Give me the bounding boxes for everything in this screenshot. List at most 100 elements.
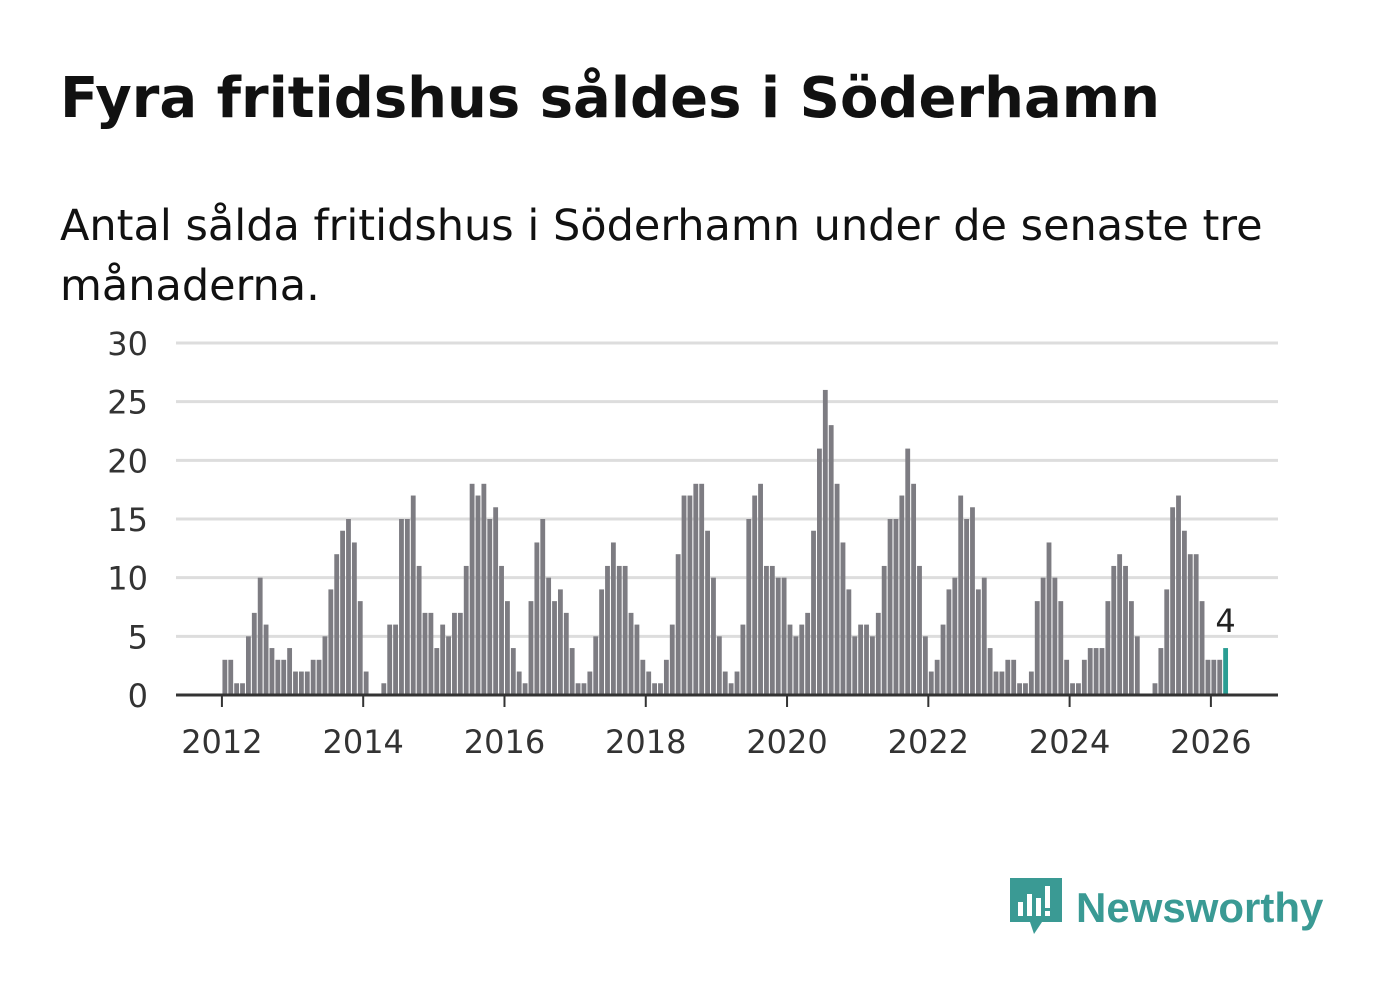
bar	[828, 425, 834, 695]
bar	[987, 648, 993, 695]
bar	[363, 671, 369, 695]
bar	[899, 495, 905, 695]
bar	[1034, 601, 1040, 695]
bar	[628, 612, 634, 695]
bar	[687, 495, 693, 695]
bar	[675, 554, 681, 695]
bar	[1099, 648, 1105, 695]
bar	[587, 671, 593, 695]
bar	[1158, 648, 1164, 695]
bar	[346, 519, 351, 695]
y-tick-label: 0	[128, 677, 148, 715]
bar	[663, 659, 669, 695]
bar	[1011, 659, 1017, 695]
bar	[1105, 601, 1111, 695]
bar	[869, 636, 875, 695]
bar	[1028, 671, 1034, 695]
bar	[1123, 565, 1128, 695]
bar	[616, 565, 622, 695]
bar	[404, 519, 410, 695]
bar	[681, 495, 687, 695]
bar	[705, 530, 710, 695]
bar	[1023, 683, 1028, 695]
bar	[287, 648, 293, 695]
bar	[540, 519, 546, 695]
bar	[557, 589, 563, 695]
bar	[334, 554, 340, 695]
bar	[487, 519, 493, 695]
bar	[769, 565, 775, 695]
bar	[1152, 683, 1158, 695]
bar	[263, 624, 269, 695]
bar	[340, 530, 346, 695]
bar-highlight	[1223, 648, 1229, 695]
bar	[740, 624, 746, 695]
bar	[499, 565, 504, 695]
bar	[463, 565, 469, 695]
bar	[875, 612, 881, 695]
bar	[387, 624, 393, 695]
bar	[958, 495, 964, 695]
x-tick-label: 2020	[746, 723, 827, 761]
bar	[805, 612, 811, 695]
bar	[669, 624, 675, 695]
bar	[546, 577, 552, 695]
bar	[605, 565, 610, 695]
bar	[846, 589, 852, 695]
bar	[281, 659, 287, 695]
bar	[752, 495, 758, 695]
bar	[1040, 577, 1046, 695]
bar	[481, 483, 487, 695]
bar	[1052, 577, 1058, 695]
bar	[522, 683, 528, 695]
bar	[1017, 683, 1022, 695]
bar	[569, 648, 575, 695]
bar	[911, 483, 917, 695]
bar	[269, 648, 275, 695]
bar	[840, 542, 846, 695]
chart-title: Fyra fritidshus såldes i Söderhamn	[60, 66, 1160, 131]
bar	[793, 636, 799, 695]
bar	[440, 624, 446, 695]
x-tick-label: 2014	[322, 723, 403, 761]
bar	[1211, 659, 1217, 695]
bar	[975, 589, 981, 695]
bar	[593, 636, 599, 695]
bar	[552, 601, 557, 695]
bar	[1134, 636, 1140, 695]
bar	[1058, 601, 1064, 695]
bar	[622, 565, 628, 695]
bar	[1070, 683, 1075, 695]
bar	[864, 624, 869, 695]
bar	[1087, 648, 1093, 695]
bar	[275, 659, 281, 695]
bar	[399, 519, 404, 695]
bar	[822, 389, 828, 695]
bar	[1217, 659, 1223, 695]
bar	[999, 671, 1005, 695]
bar	[416, 565, 422, 695]
bar	[1005, 659, 1011, 695]
bar	[811, 530, 816, 695]
bar	[505, 601, 510, 695]
bar	[457, 612, 463, 695]
x-tick-label: 2024	[1029, 723, 1110, 761]
data-label: 4	[1215, 602, 1235, 640]
bar	[699, 483, 705, 695]
newsworthy-logo-icon	[1010, 878, 1062, 934]
x-tick-label: 2016	[464, 723, 545, 761]
bar	[228, 659, 234, 695]
bar	[640, 659, 646, 695]
bar	[1176, 495, 1181, 695]
bar	[758, 483, 763, 695]
bar	[234, 683, 240, 695]
bar	[1187, 554, 1193, 695]
bar	[298, 671, 304, 695]
bar	[693, 483, 699, 695]
bar	[658, 683, 663, 695]
bar	[304, 671, 310, 695]
bar	[428, 612, 434, 695]
bar	[493, 507, 499, 695]
bar	[817, 448, 822, 695]
bar	[934, 659, 940, 695]
